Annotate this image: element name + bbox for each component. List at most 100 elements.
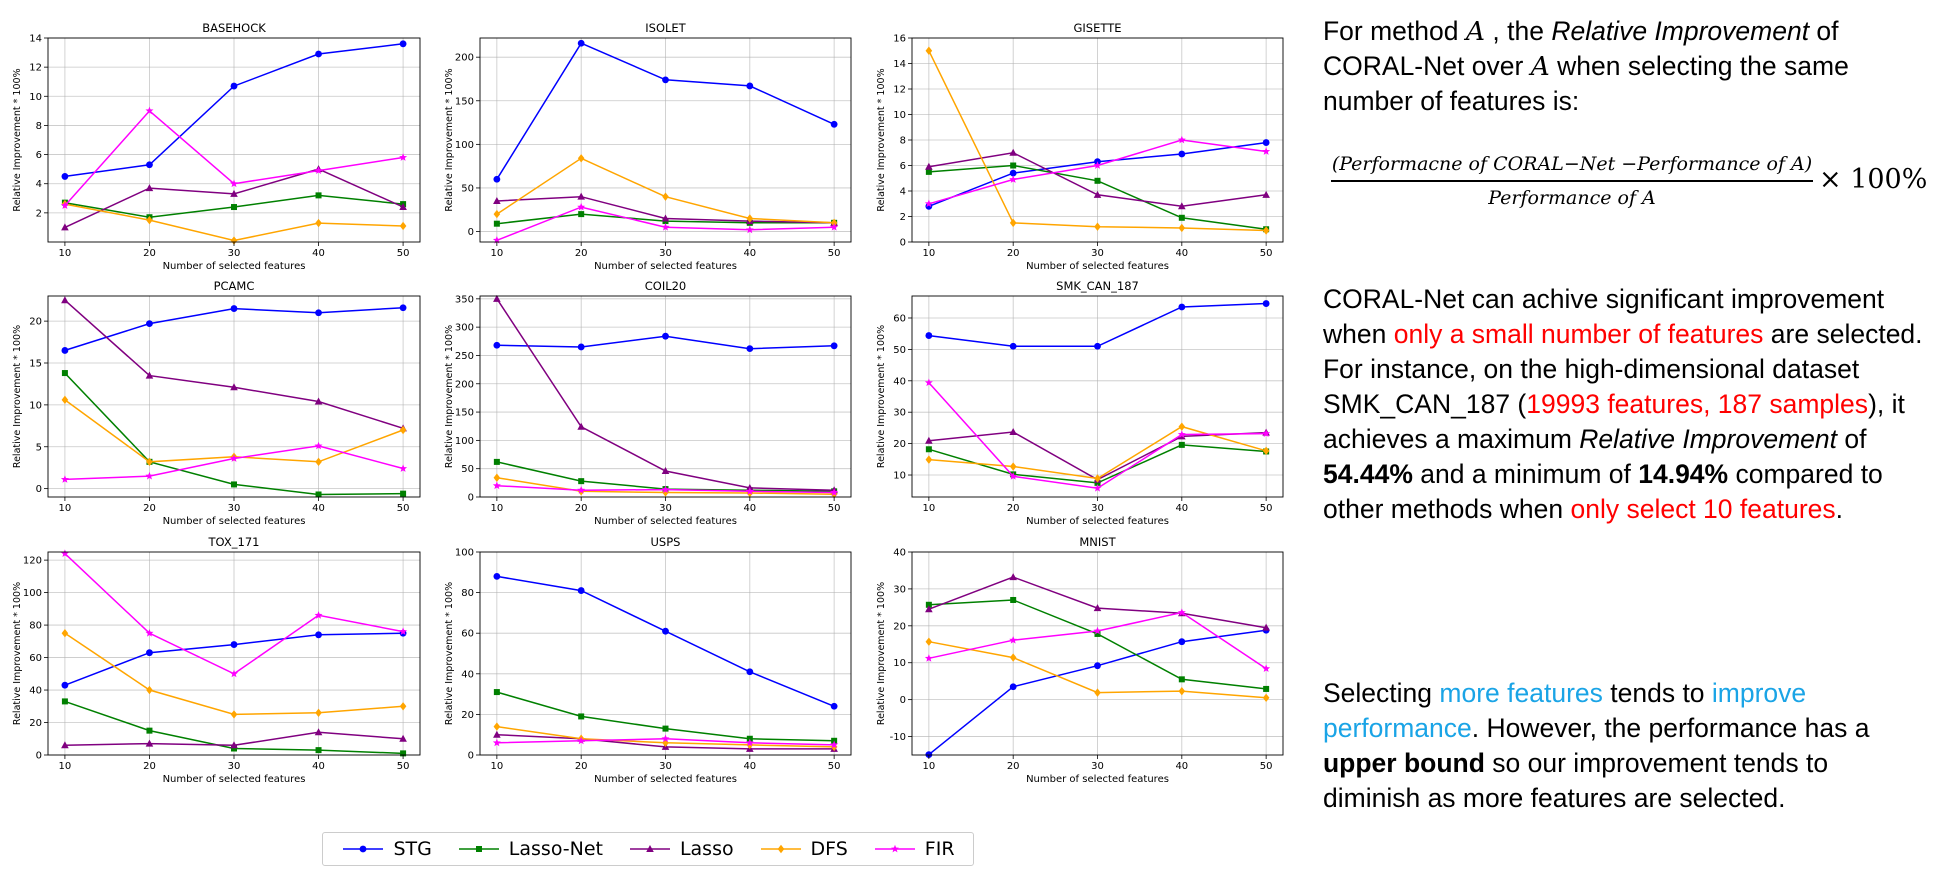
x-tick-label: 50 [828,503,841,514]
p3-highlight-1: more features [1439,678,1603,708]
p2-min-value: 14.94% [1638,459,1729,489]
data-point-fir [745,487,754,495]
data-point-dfs [315,708,322,717]
data-point-dfs [1009,462,1017,471]
p3-text-4: so our improvement tends to diminish as … [1323,748,1829,813]
x-axis-label: Number of selected features [594,261,737,272]
y-tick-label: 40 [461,669,474,680]
data-point-fir [577,202,586,211]
p2-text-4: of [1837,424,1867,454]
data-point-dfs [146,685,153,695]
data-point-stg [61,347,69,354]
data-point-lasso-net [662,725,669,732]
data-point-fir [145,629,154,637]
x-tick-label: 10 [490,248,503,259]
subplot-tox-171: 10 20 30 40 50 0 20 40 60 80 100 120 TOX_171 Number o… [12,535,421,785]
data-point-stg [1178,638,1186,646]
subplot-pcamc: 10 20 30 40 50 0 5 10 15 20 PCAMC Number of selecte… [12,279,421,527]
data-point-stg [399,40,407,48]
y-tick-label: 60 [893,313,906,324]
data-point-dfs [1262,693,1270,702]
y-tick-label: 20 [29,718,42,729]
x-tick-label: 40 [1175,248,1188,259]
data-point-lasso-net [61,698,68,705]
y-tick-label: 0 [900,238,906,249]
data-point-lasso [493,197,501,205]
data-point-fir [492,738,501,747]
data-point-lasso [230,383,238,391]
def-text-1: For method [1323,16,1466,46]
method-variable-2: A [1530,51,1550,82]
data-point-lasso-net [1263,685,1270,692]
y-tick-label: 2 [900,212,906,223]
data-point-stg [315,631,322,639]
data-point-stg [577,39,585,47]
data-point-stg [925,332,933,339]
legend-label-dfs: DFS [810,838,848,860]
data-point-stg [830,342,838,350]
data-point-stg [1094,662,1101,670]
p3-text-1: Selecting [1323,678,1440,708]
data-point-stg [146,649,153,657]
y-tick-label: 10 [893,471,906,482]
data-point-lasso-net [493,220,500,227]
method-variable: A [1465,16,1486,47]
x-tick-label: 40 [743,761,756,772]
y-tick-label: 30 [893,584,906,595]
x-tick-label: 10 [59,503,72,514]
y-tick-label: 30 [893,408,906,419]
data-point-lasso [1262,190,1270,198]
y-tick-label: 4 [36,179,42,190]
legend-item-dfs: DFS [759,838,848,860]
data-point-dfs [1009,218,1017,228]
y-tick-label: 50 [893,345,906,356]
x-axis-label: Number of selected features [594,774,737,785]
data-point-lasso [493,730,501,738]
data-point-lasso-net [493,689,500,696]
p2-highlight-3: only select 10 features [1570,494,1836,524]
definition-paragraph: For method A , the Relative Improvement … [1323,14,1923,119]
x-tick-label: 10 [59,248,72,259]
data-point-lasso [145,184,154,192]
data-point-stg [662,76,669,84]
y-axis-label: Relative Improvement * 100% [444,325,455,468]
y-tick-label: 80 [461,588,474,599]
data-point-stg [662,627,669,635]
data-point-lasso-net [231,204,237,211]
data-point-fir [830,222,839,231]
data-point-fir [924,199,933,208]
data-point-lasso [399,734,407,742]
y-axis-label: Relative Improvement * 100% [12,582,23,725]
x-tick-label: 10 [922,503,935,514]
y-tick-label: 0 [468,493,474,504]
p2-text-3: ), it achieves a maximum [1323,389,1905,454]
data-point-lasso-net [231,481,237,488]
data-point-stg [1178,150,1186,158]
data-point-stg [230,305,238,312]
data-point-lasso-net [1178,676,1185,683]
data-point-fir [1262,147,1271,155]
data-point-dfs [830,742,838,752]
data-point-stg [1262,300,1270,307]
y-tick-label: 350 [455,294,474,305]
p2-text-1: CORAL-Net can achive significant improve… [1323,284,1885,349]
legend-swatch-lasso [629,845,670,852]
data-point-fir [661,734,670,743]
data-point-stg [61,173,69,180]
data-point-lasso-net [315,491,322,498]
subplot-title: MNIST [1079,535,1116,549]
subplot-basehock: 10 20 30 40 50 2 4 6 8 10 12 14 BASEHOCK Number of se… [12,21,421,272]
data-point-fir [1262,664,1271,673]
formula-suffix: × 100% [1819,164,1928,195]
data-point-fir [399,627,408,635]
data-point-dfs [399,702,407,711]
data-point-dfs [1178,422,1186,431]
data-point-stg [1178,303,1186,311]
data-point-stg [1009,342,1017,350]
data-point-lasso-net [1010,596,1017,603]
data-point-lasso-net [400,490,407,497]
data-point-fir [314,166,323,174]
data-point-fir [830,740,839,749]
data-point-lasso [1178,202,1186,210]
x-tick-label: 20 [1007,503,1020,514]
